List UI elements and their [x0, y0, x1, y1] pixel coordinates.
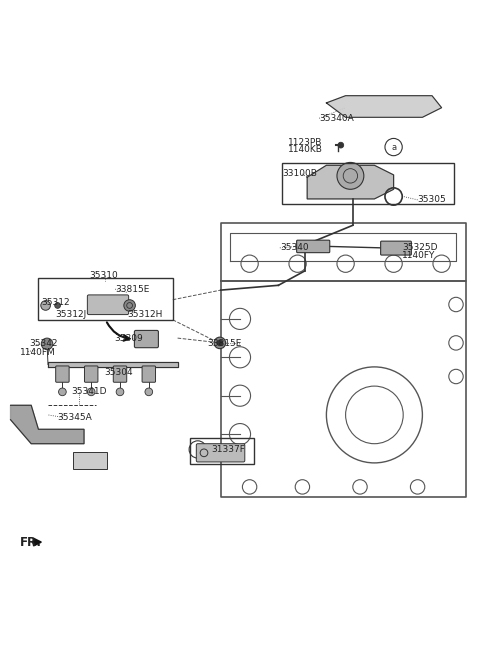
- Circle shape: [59, 388, 66, 396]
- FancyBboxPatch shape: [381, 241, 411, 255]
- Bar: [282, 163, 454, 204]
- Text: 33815E: 33815E: [207, 340, 242, 348]
- Text: 35304: 35304: [105, 368, 133, 377]
- FancyBboxPatch shape: [297, 240, 330, 253]
- FancyBboxPatch shape: [84, 366, 98, 382]
- Text: 33815E: 33815E: [115, 284, 150, 294]
- Text: 35341D: 35341D: [71, 388, 107, 396]
- Bar: [190, 438, 254, 464]
- Text: 35342: 35342: [29, 340, 57, 348]
- Text: 33100B: 33100B: [282, 170, 317, 179]
- Bar: [38, 278, 173, 320]
- Text: 35345A: 35345A: [58, 413, 92, 422]
- Text: 35309: 35309: [114, 334, 143, 342]
- Text: 1140KB: 1140KB: [288, 145, 323, 154]
- Circle shape: [87, 388, 95, 396]
- Text: 35340: 35340: [280, 243, 309, 252]
- Text: 1123PB: 1123PB: [288, 138, 323, 147]
- FancyBboxPatch shape: [196, 443, 245, 462]
- Circle shape: [217, 340, 223, 346]
- Circle shape: [214, 337, 226, 349]
- Circle shape: [124, 300, 135, 311]
- FancyBboxPatch shape: [87, 295, 129, 315]
- Text: 35340A: 35340A: [319, 114, 354, 123]
- Text: FR.: FR.: [20, 535, 42, 549]
- Polygon shape: [11, 405, 84, 443]
- Polygon shape: [307, 166, 394, 199]
- Circle shape: [337, 162, 364, 189]
- Text: 35305: 35305: [418, 195, 446, 204]
- Circle shape: [145, 388, 153, 396]
- Text: 35312J: 35312J: [55, 309, 86, 319]
- Text: a: a: [391, 143, 396, 152]
- Text: 35310: 35310: [89, 271, 118, 280]
- Text: 1140FY: 1140FY: [402, 251, 436, 260]
- Circle shape: [338, 143, 344, 148]
- FancyBboxPatch shape: [142, 366, 156, 382]
- Polygon shape: [326, 96, 442, 118]
- Text: a: a: [195, 445, 200, 454]
- Polygon shape: [48, 362, 178, 367]
- Circle shape: [116, 388, 124, 396]
- Text: 35312H: 35312H: [127, 309, 163, 319]
- FancyBboxPatch shape: [113, 366, 127, 382]
- Circle shape: [41, 338, 53, 350]
- FancyBboxPatch shape: [56, 366, 69, 382]
- FancyBboxPatch shape: [134, 330, 158, 348]
- FancyBboxPatch shape: [73, 452, 107, 468]
- Text: 35312: 35312: [41, 298, 70, 307]
- Text: 1140FM: 1140FM: [20, 348, 56, 357]
- Circle shape: [55, 303, 60, 308]
- Text: 31337F: 31337F: [211, 445, 245, 454]
- Circle shape: [41, 301, 50, 310]
- Text: 35325D: 35325D: [402, 243, 438, 252]
